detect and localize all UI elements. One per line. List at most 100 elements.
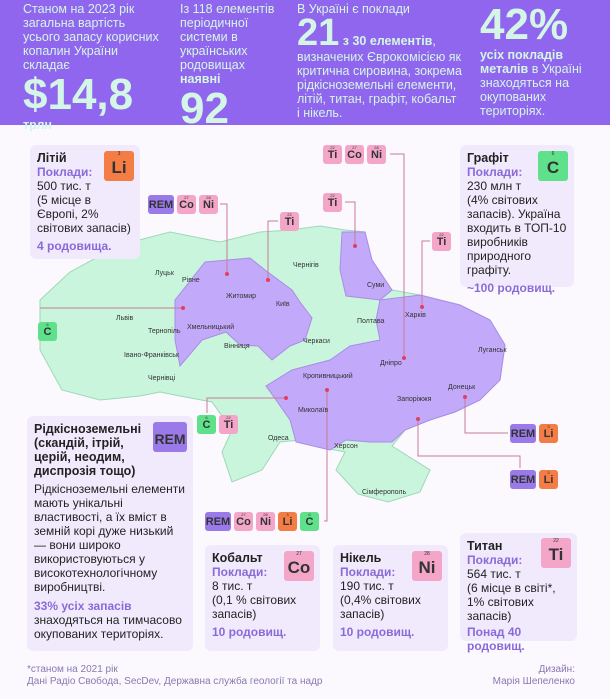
- titan-panel: Титан Поклади: 564 тис. т (6 місце в сві…: [460, 533, 577, 653]
- map-region-occupied-east-south: [265, 294, 506, 451]
- panel-deposits: ~100 родовищ.: [467, 281, 556, 295]
- atomic-number: 22: [330, 193, 335, 198]
- atomic-number: 27: [296, 551, 302, 557]
- element-tile-rem: REM: [205, 512, 231, 531]
- stat-intro: В Україні є поклади: [297, 2, 410, 16]
- panel-detail: (0,4% світових запасів): [340, 593, 421, 621]
- atomic-number: 22: [439, 232, 444, 237]
- graphite-panel: Графіт Поклади: 230 млн т (4% світових з…: [460, 145, 574, 295]
- stat-text: Станом на 2023 рік загальна вартість усь…: [23, 2, 159, 72]
- panel-detail: (0,1 % світових запасів): [212, 593, 297, 621]
- atomic-number: 28: [424, 551, 430, 557]
- atomic-number: 28: [263, 512, 268, 517]
- stat-critical: В Україні є поклади 21 з 30 елементів, в…: [297, 2, 462, 120]
- design-label: Дизайн:: [538, 664, 575, 675]
- stat-bold: металів: [480, 62, 529, 76]
- element-tile-rem: REM: [510, 424, 536, 443]
- atomic-number: 27: [184, 195, 189, 200]
- map-region-occupied-west: [174, 257, 313, 368]
- designer-name: Марія Шепеленко: [492, 676, 575, 687]
- atomic-number: 6: [308, 512, 311, 517]
- atomic-number: 3: [286, 512, 289, 517]
- city-label: Івано-Франківськ: [124, 352, 180, 359]
- panel-deposits: 10 родовищ.: [340, 625, 415, 639]
- city-label: Луцьк: [155, 270, 174, 277]
- lithium-panel: Літій Поклади: 500 тис. т (5 місце в Євр…: [30, 145, 140, 259]
- atomic-number: 6: [205, 415, 208, 420]
- panel-deposits: Понад 40 родовищ.: [467, 625, 525, 653]
- stat-value: 21: [297, 12, 340, 54]
- stat-text: , визначених Єврокомісією як критична си…: [297, 34, 462, 120]
- panel-text: Рідкісноземельні елементи мають унікальн…: [34, 482, 185, 594]
- atomic-number: 6: [46, 322, 49, 327]
- atomic-number: 6: [551, 151, 555, 157]
- panel-title: Рідкісноземельні (скандій, ітрій, церій,…: [34, 422, 142, 478]
- footnote-text: *станом на 2021 рік: [27, 664, 118, 675]
- atomic-number: 28: [374, 145, 379, 150]
- map-region-occupied-sumy: [339, 231, 393, 301]
- element-tile-li: 3 Li: [278, 512, 297, 531]
- atomic-number: 22: [287, 212, 292, 217]
- element-tile-li: 3 Li: [539, 470, 558, 489]
- city-label: Дніпро: [380, 360, 402, 367]
- panel-title: Титан: [467, 539, 503, 553]
- cobalt-panel: Кобальт Поклади: 8 тис. т (0,1 % світови…: [205, 545, 320, 651]
- stat-total-value: Станом на 2023 рік загальна вартість усь…: [23, 2, 163, 132]
- panel-amount: 500 тис. т: [37, 179, 91, 193]
- nickel-panel: Нікель Поклади: 190 тис. т (0,4% світови…: [333, 545, 448, 651]
- city-label: Хмельницький: [187, 324, 235, 331]
- leader-lines: [40, 153, 521, 522]
- panel-label: Поклади:: [467, 553, 523, 567]
- cobalt-tile: 27 Co: [284, 551, 314, 581]
- city-label: Миколаїв: [298, 407, 329, 414]
- atomic-number: 22: [330, 145, 335, 150]
- panel-title: Графіт: [467, 151, 509, 165]
- header-banner: Станом на 2023 рік загальна вартість усь…: [0, 0, 610, 132]
- stat-value: 92: [180, 84, 229, 133]
- lithium-tile: 3 Li: [104, 151, 134, 181]
- element-tile-ti: 22 Ti: [323, 193, 342, 212]
- panel-amount: 190 тис. т: [340, 579, 394, 593]
- stat-text: Із 118 елементів періодичної системи в у…: [180, 2, 275, 72]
- sources-text: Дані Радіо Свобода, SecDev, Державна слу…: [27, 676, 323, 687]
- element-tile-ti: 22 Ti: [219, 415, 238, 434]
- city-label: Чернігів: [293, 262, 319, 269]
- element-tile-co: 27 Co: [234, 512, 253, 531]
- atomic-number: 28: [206, 195, 211, 200]
- panel-amount: 8 тис. т: [212, 579, 253, 593]
- stat-text: в Україні знаходяться на окупованих тери…: [480, 62, 582, 118]
- city-label: Чернівці: [148, 375, 176, 382]
- design-credit: Дизайн: Марія Шепеленко: [493, 664, 575, 688]
- stat-unit: трлн: [23, 118, 52, 132]
- titan-tile: 22 Ti: [541, 538, 571, 568]
- city-label: Вінниця: [224, 343, 250, 350]
- element-tile-ni: 28 Ni: [199, 195, 218, 214]
- city-label: Тернопіль: [148, 328, 181, 335]
- panel-title: Нікель: [340, 551, 382, 565]
- panel-label: Поклади:: [340, 565, 396, 579]
- panel-amount: 230 млн т: [467, 179, 522, 193]
- rem-panel: Рідкісноземельні (скандій, ітрій, церій,…: [27, 416, 193, 651]
- atomic-number: 27: [241, 512, 246, 517]
- stat-bold: наявні: [180, 72, 221, 86]
- city-label: Харків: [405, 312, 426, 319]
- panel-text: знаходяться на тимчасово окупованих тери…: [34, 613, 182, 641]
- city-label: Одеса: [268, 435, 289, 442]
- city-label: Донецьк: [448, 384, 476, 391]
- city-label: Житомир: [226, 293, 257, 300]
- stat-occupied: 42% усіх покладів металів в Україні знах…: [480, 0, 595, 119]
- atomic-number: 22: [553, 538, 559, 544]
- deposit-dots: [181, 244, 467, 421]
- element-tile-co: 27 Co: [345, 145, 364, 164]
- stat-elements: Із 118 елементів періодичної системи в у…: [180, 2, 275, 132]
- city-label: Херсон: [334, 443, 358, 450]
- stat-value: $14,8: [23, 70, 134, 119]
- stat-value: 42%: [480, 0, 569, 49]
- stat-bold: усіх покладів: [480, 48, 564, 62]
- panel-title: Кобальт: [212, 551, 263, 565]
- city-label: Суми: [367, 282, 385, 289]
- panel-detail: (6 місце в світі*, 1% світових запасів): [467, 581, 556, 623]
- panel-deposits: 10 родовищ.: [212, 625, 287, 639]
